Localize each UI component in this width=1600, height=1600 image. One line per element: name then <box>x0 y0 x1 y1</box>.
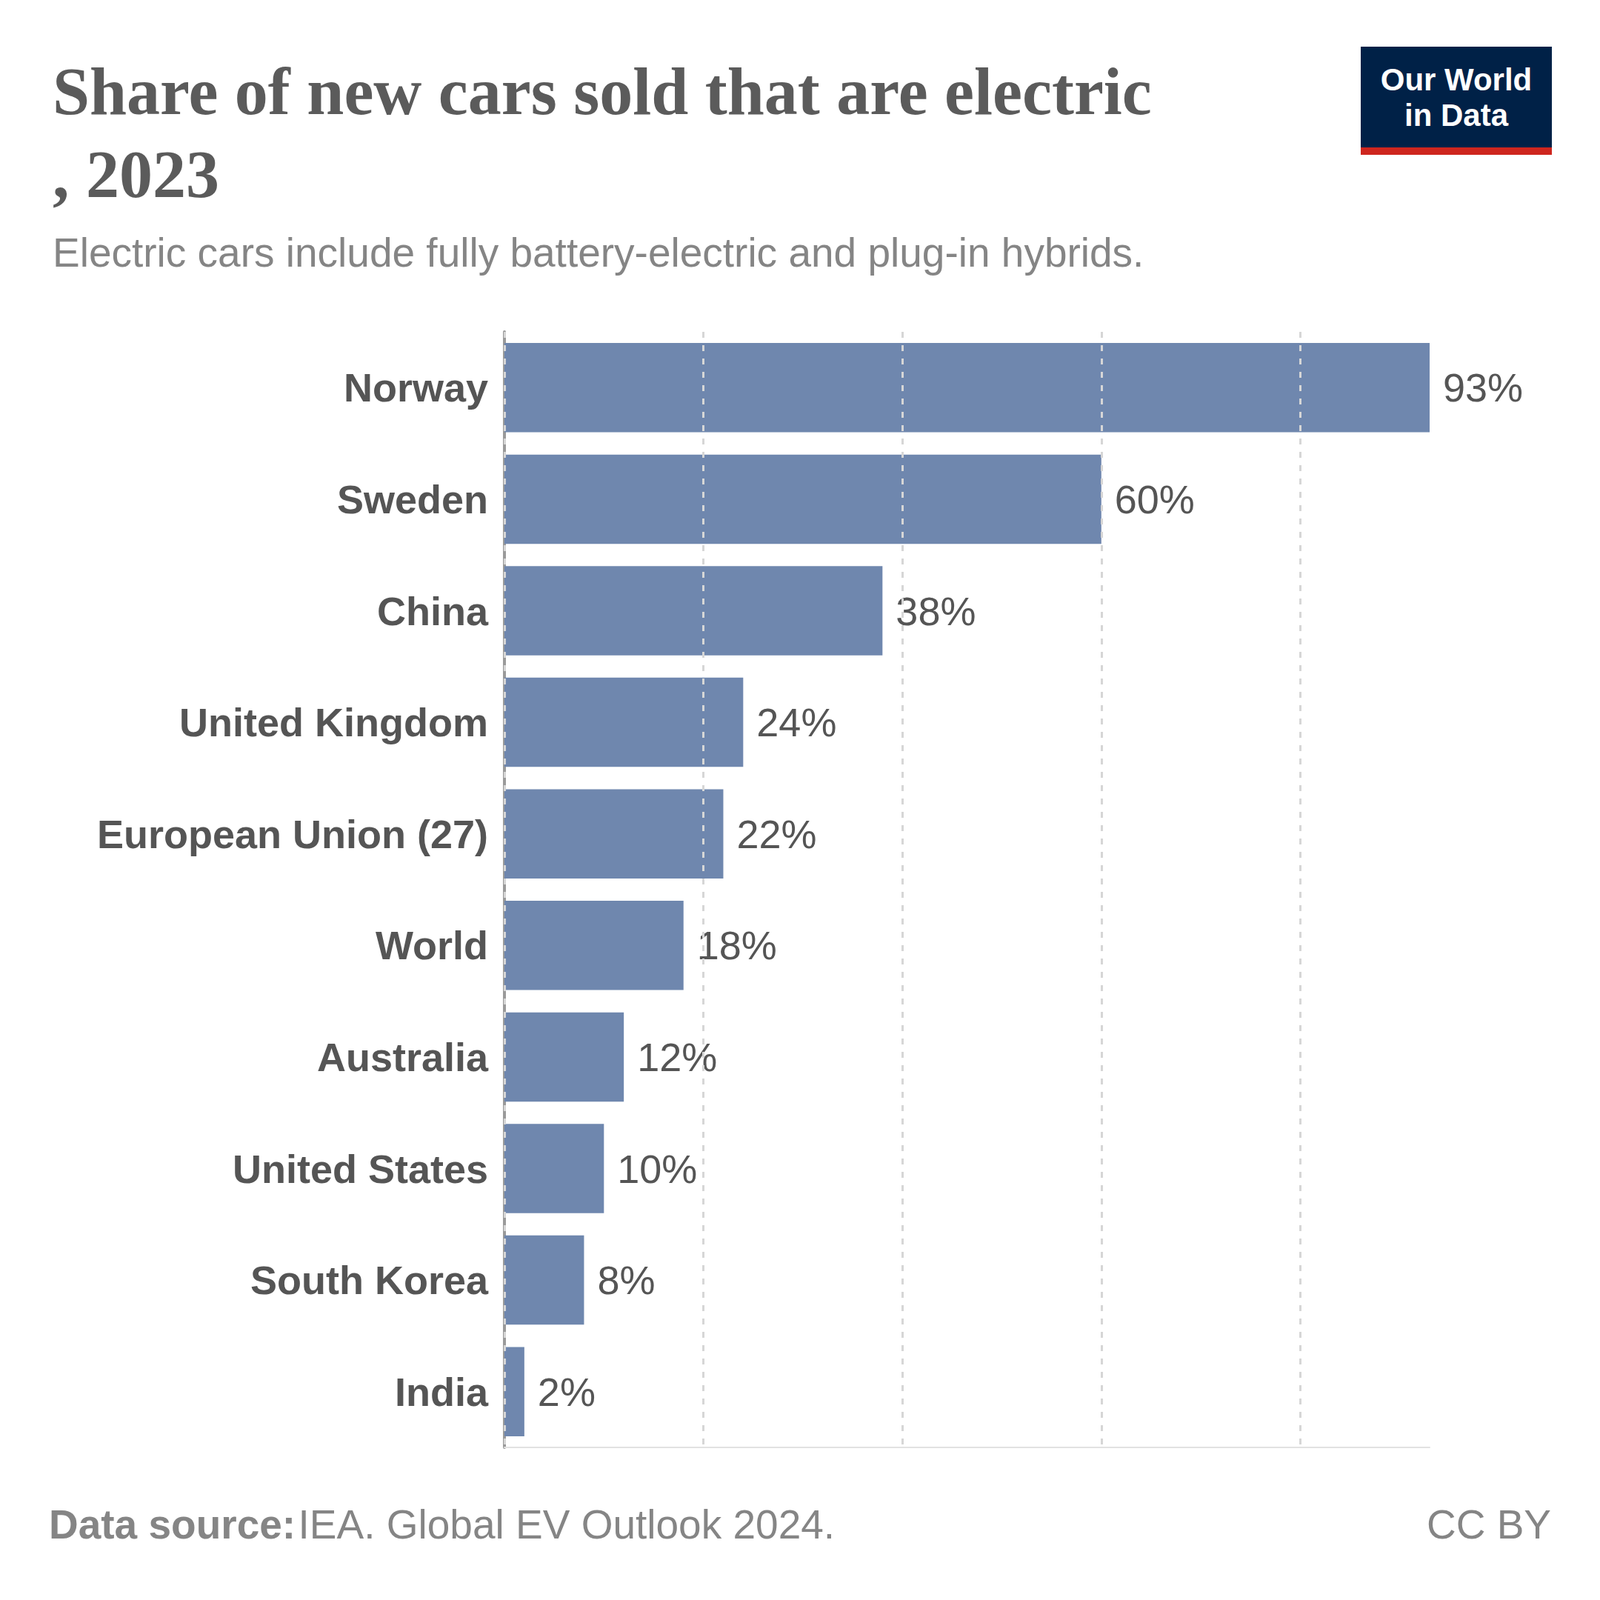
svg-text:Electric cars include fully ba: Electric cars include fully battery-elec… <box>52 229 1144 276</box>
svg-text:European Union (27): European Union (27) <box>97 811 489 857</box>
svg-text:60%: 60% <box>1114 477 1195 522</box>
svg-text:China: China <box>377 588 489 634</box>
svg-text:World: World <box>375 922 489 968</box>
svg-text:8%: 8% <box>597 1257 655 1303</box>
svg-text:South Korea: South Korea <box>250 1257 489 1303</box>
svg-text:Sweden: Sweden <box>337 477 489 522</box>
svg-text:2%: 2% <box>537 1369 596 1415</box>
svg-text:Data source:: Data source: <box>48 1501 296 1548</box>
svg-text:United States: United States <box>232 1146 489 1192</box>
svg-text:IEA. Global EV Outlook 2024.: IEA. Global EV Outlook 2024. <box>298 1501 836 1548</box>
svg-text:Norway: Norway <box>343 365 489 410</box>
svg-text:10%: 10% <box>617 1146 698 1192</box>
svg-text:Our World: Our World <box>1380 62 1533 98</box>
svg-text:24%: 24% <box>756 700 837 745</box>
svg-text:12%: 12% <box>637 1034 718 1080</box>
svg-text:in Data: in Data <box>1404 97 1509 133</box>
svg-text:18%: 18% <box>697 922 778 968</box>
svg-text:Australia: Australia <box>317 1034 489 1080</box>
svg-text:India: India <box>394 1369 489 1415</box>
svg-text:United Kingdom: United Kingdom <box>179 700 489 745</box>
svg-text:Share of new cars sold that ar: Share of new cars sold that are electric <box>52 54 1152 129</box>
svg-text:38%: 38% <box>895 588 976 634</box>
svg-text:22%: 22% <box>736 811 817 857</box>
svg-text:93%: 93% <box>1442 365 1523 410</box>
svg-text:CC BY: CC BY <box>1426 1501 1552 1548</box>
svg-text:, 2023: , 2023 <box>52 137 220 212</box>
